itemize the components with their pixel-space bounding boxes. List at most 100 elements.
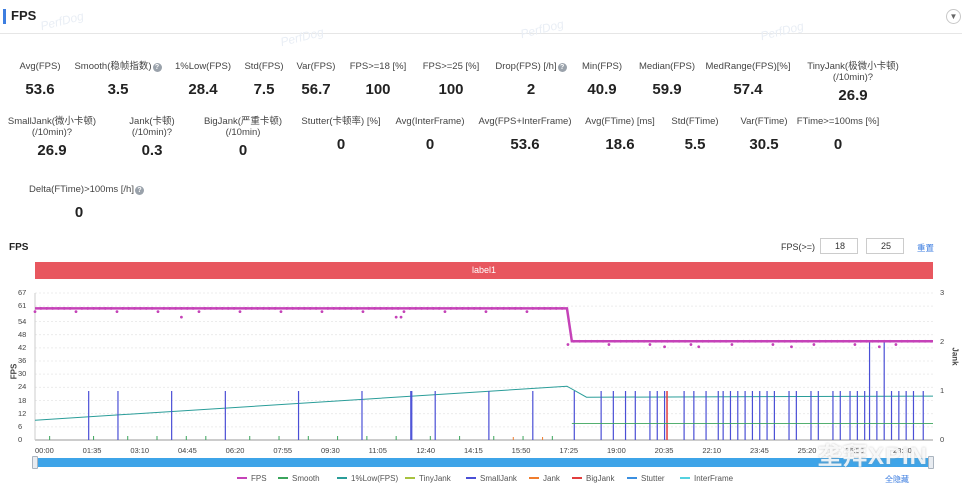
stat-label-unit-text: (/10min) [31,127,67,138]
y2-tick-label: 3 [940,288,945,297]
legend-item[interactable]: 1%Low(FPS) [337,474,398,483]
fps-point [531,306,535,310]
stat-stats_row2-7: Std(FTime) 5.5 [645,116,745,153]
help-icon[interactable]: ? [134,186,144,195]
x-tick-label: 01:35 [82,446,102,455]
y2-tick-label: 2 [940,337,945,346]
fps-dip-point [790,345,793,349]
threshold-label: FPS(>=) [781,242,816,252]
stat-value: 53.6 [25,81,55,98]
fps-point [812,343,816,346]
legend-item[interactable]: BigJank [572,474,614,483]
title-accent-bar [3,9,6,24]
stat-label-text: Avg(FPS) [19,61,61,72]
fps-point [912,339,915,343]
fps-dip-point [399,315,403,319]
stat-stats_row1-4: Var(FPS) 56.7 [266,61,366,98]
fps-point [57,306,60,310]
fps-point [835,339,839,343]
fps-point [525,310,529,314]
fps-point [882,339,886,343]
fps-point [613,339,617,343]
fps-point [900,339,904,343]
y-tick-label: 24 [18,382,27,392]
x-tick-label: 17:25 [559,446,579,455]
stat-label: Avg(FPS+InterFrame) [475,116,575,127]
legend-swatch [278,477,288,479]
help-icon[interactable]: ? [557,63,567,72]
fps-point [847,339,851,343]
stat-value: 18.6 [605,136,635,153]
fps-point [888,339,892,343]
legend-label: 1%Low(FPS) [351,474,399,483]
fps-point [256,306,259,310]
x-tick-label: 09:30 [321,446,340,455]
stat-label-text: Avg(FPS+InterFrame) [478,116,572,127]
chevron-down-icon[interactable]: ▼ [946,9,961,24]
fps-point [472,306,476,310]
fps-point [660,339,664,343]
fps-point [765,339,769,343]
y-tick-label: 48 [18,329,27,339]
y2-tick-label: 0 [940,435,945,444]
stat-value: 2 [526,81,536,98]
stat-stats_row1-11: TinyJank(极微小卡顿) (/10min)? 26.9 [803,61,903,104]
fps-point [332,306,336,310]
fps-point [273,306,277,310]
legend-label: Smooth [292,474,320,483]
stat-stats_row1-0: Avg(FPS) 53.6 [0,61,90,98]
threshold2-input[interactable]: 25 [866,238,904,254]
help-icon[interactable]: ? [867,72,874,83]
legend-item[interactable]: Jank [529,474,560,483]
fps-dip-point [394,315,398,319]
stat-label-text: 1%Low(FPS) [175,61,231,72]
stat-label: MedRange(FPS)[%] [698,61,798,72]
fps-point [818,339,822,343]
hide-all-link[interactable]: 全隐藏 [885,475,909,484]
fps-point [133,306,136,310]
x-tick-label: 12:40 [416,446,436,455]
stat-label: Var(FPS) [266,61,366,72]
fps-point [127,306,131,310]
legend-item[interactable]: TinyJank [405,474,451,483]
stat-label-unit-text: (/10min) [832,72,868,83]
fps-point [677,339,681,343]
help-icon[interactable]: ? [166,127,173,138]
fps-point [830,339,833,343]
fps-point [543,306,546,310]
legend-item[interactable]: Smooth [278,474,320,483]
fps-point [121,306,125,310]
help-icon[interactable]: ? [152,63,162,72]
fps-point [384,306,388,310]
slider-handle-right[interactable] [928,456,934,469]
help-icon[interactable]: ? [66,127,73,138]
fps-point [174,306,177,310]
stat-stats_row1-3: Std(FPS) 7.5 [214,61,314,98]
stat-stats_row2-3: Stutter(卡顿率) [%] 0 [291,116,391,153]
fps-point [144,306,148,310]
reset-link[interactable]: 重置 [917,243,935,253]
legend-label: Stutter [641,474,665,483]
threshold1-input[interactable]: 18 [820,238,858,254]
fps-point [414,306,418,310]
stat-label-text: Std(FTime) [671,116,719,127]
slider-handle-left[interactable] [32,456,38,469]
fps-point [794,339,798,343]
stat-label-text: Jank(卡顿) [129,116,175,127]
fps-point [572,339,576,343]
time-range-slider[interactable] [35,458,933,467]
legend-item[interactable]: FPS [237,474,267,483]
label-bar[interactable]: label1 [35,262,933,279]
stat-value: 56.7 [301,81,331,98]
fps-point [666,339,669,343]
fps-point [548,306,552,310]
fps-point [742,339,746,343]
legend-item[interactable]: SmallJank [466,474,517,483]
fps-point [695,339,699,343]
legend-item[interactable]: InterFrame [680,474,733,483]
stat-label: Avg(InterFrame) [380,116,480,127]
fps-point [824,339,828,343]
legend-item[interactable]: Stutter [627,474,665,483]
fps-point [800,339,804,343]
fps-point [62,306,66,310]
